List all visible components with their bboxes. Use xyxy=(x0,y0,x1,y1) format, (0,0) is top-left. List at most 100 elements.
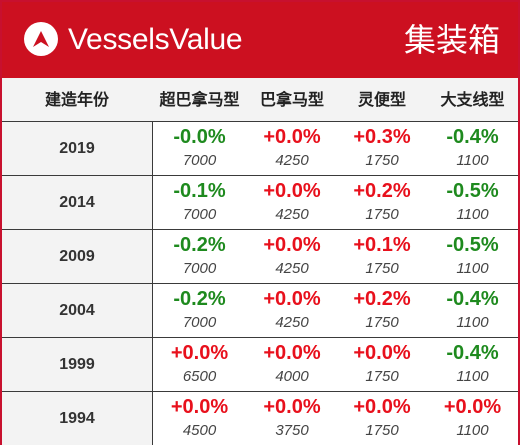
vessel-value: 7000 xyxy=(182,206,217,223)
build-year: 2004 xyxy=(59,302,95,319)
value-cell: -0.5% 1100 xyxy=(427,230,518,283)
header-banner: VesselsValue 集装箱 xyxy=(2,2,518,78)
percent-change: -0.2% xyxy=(173,234,226,256)
vessel-value: 1100 xyxy=(456,368,489,385)
build-year-cell: 2009 xyxy=(2,230,153,283)
percent-change: +0.0% xyxy=(263,126,321,148)
percent-change: +0.0% xyxy=(353,342,411,364)
percent-change: +0.0% xyxy=(263,234,321,256)
vessel-value: 7000 xyxy=(182,260,217,277)
brand-name: VesselsValue xyxy=(68,23,243,56)
vessel-value: 1750 xyxy=(365,206,399,223)
vessel-value: 4250 xyxy=(275,152,309,169)
vessel-value: 1100 xyxy=(456,152,489,169)
percent-change: +0.2% xyxy=(353,288,411,310)
value-cell: +0.2% 1750 xyxy=(337,284,427,337)
value-cell: +0.0% 4500 xyxy=(152,392,247,445)
column-header-feedermax: 大支线型 xyxy=(440,90,505,109)
table-row: 2019 -0.0% 7000 +0.0% 4250 +0.3% 1750 -0.4% 1100 xyxy=(2,122,518,176)
vessel-value: 4500 xyxy=(182,422,217,439)
value-cell: +0.0% 4250 xyxy=(247,176,337,229)
vessel-value: 1100 xyxy=(456,260,489,277)
vessel-value: 4250 xyxy=(275,206,309,223)
column-header-build-year: 建造年份 xyxy=(44,90,109,109)
vesselsvalue-logo-icon xyxy=(24,22,58,56)
value-cell: +0.0% 4250 xyxy=(247,122,337,175)
build-year-cell: 1994 xyxy=(2,392,153,445)
value-cell: +0.0% 4000 xyxy=(247,338,337,391)
percent-change: -0.2% xyxy=(173,288,226,310)
vessel-value: 1100 xyxy=(456,206,489,223)
percent-change: -0.5% xyxy=(446,180,499,202)
percent-change: +0.0% xyxy=(353,396,411,418)
build-year-cell: 2014 xyxy=(2,176,153,229)
percent-change: -0.4% xyxy=(446,126,499,148)
build-year: 2019 xyxy=(59,140,95,157)
percent-change: +0.2% xyxy=(353,180,411,202)
percent-change: -0.5% xyxy=(446,234,499,256)
percent-change: -0.1% xyxy=(173,180,226,202)
table-row: 2009 -0.2% 7000 +0.0% 4250 +0.1% 1750 -0.5% 1100 xyxy=(2,230,518,284)
value-cell: -0.4% 1100 xyxy=(427,284,518,337)
vessel-value: 1750 xyxy=(365,260,399,277)
percent-change: -0.0% xyxy=(173,126,226,148)
value-cell: -0.2% 7000 xyxy=(152,230,247,283)
percent-change: +0.3% xyxy=(353,126,411,148)
build-year-cell: 2019 xyxy=(2,122,153,175)
page-title: 集装箱 xyxy=(403,21,500,59)
vessel-value: 1750 xyxy=(365,152,399,169)
value-cell: -0.4% 1100 xyxy=(427,122,518,175)
percent-change: +0.0% xyxy=(263,342,321,364)
percent-change: -0.4% xyxy=(446,342,499,364)
column-header-handy: 灵便型 xyxy=(357,90,406,109)
value-cell: +0.1% 1750 xyxy=(337,230,427,283)
percent-change: +0.0% xyxy=(263,396,321,418)
vessel-value: 4250 xyxy=(275,314,309,331)
value-cell: -0.1% 7000 xyxy=(152,176,247,229)
percent-change: +0.0% xyxy=(170,396,229,418)
value-cell: -0.5% 1100 xyxy=(427,176,518,229)
column-header-panamax: 巴拿马型 xyxy=(259,90,324,109)
vessel-value: 1100 xyxy=(456,314,489,331)
build-year: 2009 xyxy=(59,248,95,265)
value-cell: +0.0% 1100 xyxy=(427,392,518,445)
value-cell: +0.0% 4250 xyxy=(247,284,337,337)
percent-change: +0.0% xyxy=(170,342,229,364)
percent-change: -0.4% xyxy=(446,288,499,310)
vessel-value: 1100 xyxy=(456,422,489,439)
vessel-value: 4250 xyxy=(275,260,309,277)
value-cell: +0.0% 1750 xyxy=(337,338,427,391)
build-year: 1994 xyxy=(59,410,95,427)
vessel-value: 7000 xyxy=(182,152,217,169)
value-cell: +0.2% 1750 xyxy=(337,176,427,229)
build-year-cell: 2004 xyxy=(2,284,153,337)
build-year-cell: 1999 xyxy=(2,338,153,391)
vessel-value: 3750 xyxy=(275,422,309,439)
vessel-value: 1750 xyxy=(365,368,399,385)
build-year: 1999 xyxy=(59,356,95,373)
value-cell: +0.0% 1750 xyxy=(337,392,427,445)
vessel-value: 6500 xyxy=(182,368,217,385)
table-row: 1994 +0.0% 4500 +0.0% 3750 +0.0% 1750 +0.0% 1100 xyxy=(2,392,518,445)
value-cell: -0.4% 1100 xyxy=(427,338,518,391)
column-header-row: 建造年份 超巴拿马型 巴拿马型 灵便型 大支线型 xyxy=(2,78,518,122)
value-cell: +0.0% 3750 xyxy=(247,392,337,445)
value-cell: -0.0% 7000 xyxy=(152,122,247,175)
column-header-post-panamax: 超巴拿马型 xyxy=(159,90,240,109)
percent-change: +0.0% xyxy=(263,288,321,310)
build-year: 2014 xyxy=(59,194,95,211)
vessel-value: 4000 xyxy=(275,368,309,385)
value-cell: -0.2% 7000 xyxy=(152,284,247,337)
percent-change: +0.0% xyxy=(263,180,321,202)
value-cell: +0.0% 6500 xyxy=(152,338,247,391)
table-row: 2014 -0.1% 7000 +0.0% 4250 +0.2% 1750 -0.5% 1100 xyxy=(2,176,518,230)
vessel-value: 1750 xyxy=(365,314,399,331)
percent-change: +0.0% xyxy=(443,396,502,418)
vessel-value: 7000 xyxy=(182,314,217,331)
table-row: 2004 -0.2% 7000 +0.0% 4250 +0.2% 1750 -0.4% 1100 xyxy=(2,284,518,338)
percent-change: +0.1% xyxy=(353,234,411,256)
value-cell: +0.0% 4250 xyxy=(247,230,337,283)
vessel-value: 1750 xyxy=(365,422,399,439)
value-cell: +0.3% 1750 xyxy=(337,122,427,175)
